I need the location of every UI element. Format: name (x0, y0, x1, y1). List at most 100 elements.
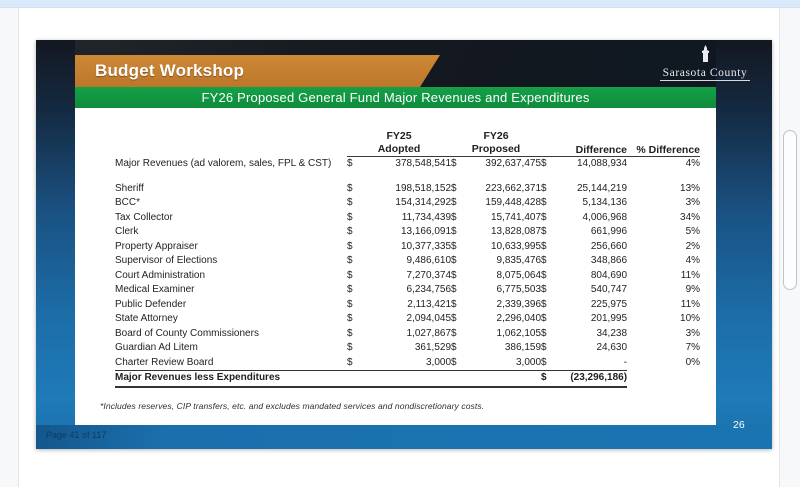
difference-value: 540,747 (590, 284, 628, 295)
empty-cell (627, 371, 700, 387)
spacer-row (115, 172, 700, 182)
title-banner: Budget Workshop (75, 55, 440, 87)
fy25-value: 6,234,756 (406, 284, 452, 295)
title-banner-label: Budget Workshop (95, 61, 245, 80)
fy25-value: 9,486,610 (406, 255, 452, 266)
difference-value: 256,660 (590, 240, 628, 252)
fy26-value: 159,448,428 (485, 197, 542, 208)
fy26-column-header: FY26 Proposed (451, 130, 542, 157)
currency-symbol: $ (541, 284, 547, 295)
table-row: Supervisor of Elections $9,486,610 $9,835,… (115, 254, 700, 269)
currency-symbol: $ (541, 370, 558, 388)
table-row: Charter Review Board $3,000 $3,000 $ -0% (115, 356, 700, 371)
currency-symbol: $ (347, 356, 353, 368)
fy25-header-line1: FY25 (386, 130, 412, 142)
currency-symbol: $ (541, 298, 547, 310)
difference-value: 14,088,934 (576, 158, 628, 169)
row-label: Medical Examiner (115, 284, 195, 295)
currency-symbol: $ (347, 284, 353, 295)
currency-symbol: $ (347, 158, 353, 169)
slide-title-banner: FY26 Proposed General Fund Major Revenue… (75, 87, 716, 108)
currency-symbol: $ (347, 269, 353, 281)
currency-symbol: $ (541, 197, 547, 208)
fy25-value: 1,027,867 (406, 327, 452, 339)
fy26-header-line2: Proposed (471, 143, 521, 155)
currency-symbol: $ (451, 226, 457, 237)
row-label: Supervisor of Elections (115, 255, 218, 266)
difference-value: 661,996 (590, 226, 628, 237)
currency-symbol: $ (541, 269, 547, 281)
pct-difference-value: 34% (680, 211, 701, 223)
pct-difference-value: 4% (685, 255, 701, 266)
table-row: Sheriff $198,518,152 $223,662,371 $25,144,2… (115, 182, 700, 197)
label-column-header (115, 130, 347, 157)
scrollbar-track[interactable] (779, 8, 800, 487)
fy25-value: 3,000 (425, 356, 452, 368)
difference-value: 225,975 (590, 298, 628, 310)
row-label: Court Administration (115, 269, 206, 281)
currency-symbol: $ (541, 255, 547, 266)
left-panel-rail (0, 8, 19, 487)
fy26-value: 10,633,995 (490, 240, 542, 252)
pct-difference-column-header: % Difference (627, 130, 701, 157)
currency-symbol: $ (451, 255, 457, 266)
fy25-value: 11,734,439 (401, 211, 452, 223)
pct-difference-value: 3% (685, 327, 701, 339)
row-label: Sheriff (115, 182, 144, 194)
table-row: Board of County Commissioners $1,027,867 $… (115, 327, 700, 342)
difference-value: 24,630 (596, 342, 628, 353)
currency-symbol: $ (541, 182, 547, 194)
total-difference-value: (23,296,186) (557, 370, 628, 388)
table-row: Guardian Ad Litem $361,529 $386,159 $24,630… (115, 341, 700, 356)
table-row: Medical Examiner $6,234,756 $6,775,503 $540… (115, 283, 700, 298)
table-row: BCC* $154,314,292 $159,448,428 $5,134,136 3% (115, 196, 700, 211)
row-label: Board of County Commissioners (115, 327, 259, 339)
fy26-value: 6,775,503 (496, 284, 542, 295)
currency-symbol: $ (541, 342, 547, 353)
pct-difference-value: 11% (680, 298, 701, 310)
scrollbar-thumb[interactable] (783, 130, 797, 290)
fy26-value: 1,062,105 (496, 327, 542, 339)
slide-left-band (36, 40, 75, 449)
fy26-value: 9,835,476 (496, 255, 542, 266)
difference-column-header: Difference (541, 130, 628, 157)
empty-cell (451, 370, 480, 388)
currency-symbol: $ (541, 356, 547, 368)
fy25-value: 378,548,541 (395, 158, 452, 169)
currency-symbol: $ (451, 240, 457, 252)
currency-symbol: $ (541, 327, 547, 339)
pct-difference-value: 13% (680, 182, 701, 194)
slide-right-band (716, 40, 772, 449)
pct-difference-value: 5% (685, 226, 701, 237)
tower-icon (701, 45, 709, 62)
fy26-value: 15,741,407 (490, 211, 542, 223)
currency-symbol: $ (451, 269, 457, 281)
fy25-value: 10,377,335 (400, 240, 452, 252)
fy25-value: 198,518,152 (395, 182, 452, 194)
row-label: Property Appraiser (115, 240, 198, 252)
currency-symbol: $ (347, 298, 353, 310)
currency-symbol: $ (541, 226, 547, 237)
difference-value: 4,006,968 (582, 211, 628, 223)
footnote: *Includes reserves, CIP transfers, etc. … (100, 401, 485, 411)
empty-cell (347, 370, 363, 388)
pct-difference-value: 10% (680, 313, 701, 324)
fy26-value: 8,075,064 (496, 269, 542, 281)
currency-symbol: $ (347, 197, 353, 208)
difference-value: - (623, 356, 628, 368)
table-body: Major Revenues (ad valorem, sales, FPL &… (115, 157, 700, 371)
difference-value: 348,866 (590, 255, 628, 266)
slide-page: Budget Workshop Sarasota County FY26 Pro… (36, 40, 772, 449)
table-row: Property Appraiser $10,377,335 $10,633,995… (115, 240, 700, 255)
total-label: Major Revenues less Expenditures (115, 370, 347, 388)
difference-value: 5,134,136 (582, 197, 628, 208)
currency-symbol: $ (451, 197, 457, 208)
table-row: Public Defender $2,113,421 $2,339,396 $225,… (115, 298, 700, 313)
difference-value: 25,144,219 (576, 182, 628, 194)
currency-symbol: $ (541, 240, 547, 252)
row-label: Public Defender (115, 298, 187, 310)
table-row: Major Revenues (ad valorem, sales, FPL &… (115, 157, 700, 172)
fy26-value: 3,000 (515, 356, 542, 368)
currency-symbol: $ (451, 284, 457, 295)
table-row: Clerk $13,166,091 $13,828,087 $661,996 5% (115, 225, 700, 240)
